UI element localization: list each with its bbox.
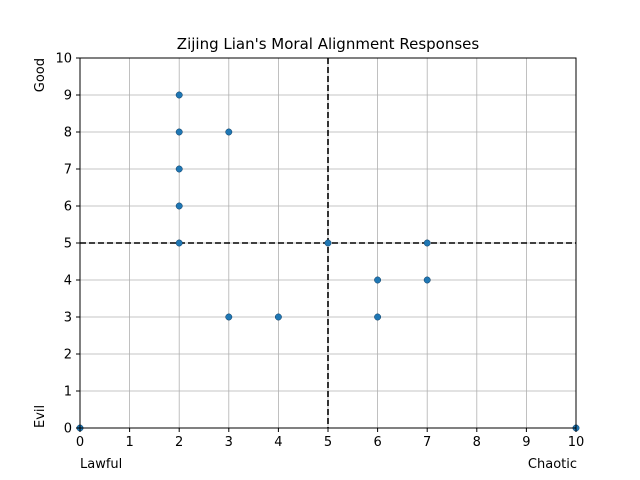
- data-point: [175, 239, 183, 247]
- y-tick-label: 10: [55, 52, 72, 67]
- x-tick-label: 4: [274, 435, 282, 450]
- x-tick-label: 9: [522, 435, 530, 450]
- data-point: [274, 313, 282, 321]
- data-point: [175, 202, 183, 210]
- y-label-evil: Evil: [33, 405, 48, 428]
- chart-title: Zijing Lian's Moral Alignment Responses: [177, 35, 480, 53]
- data-point: [374, 276, 382, 284]
- y-tick-label: 2: [64, 348, 72, 363]
- y-tick-label: 3: [64, 311, 72, 326]
- data-point: [175, 165, 183, 173]
- x-tick-label: 8: [473, 435, 481, 450]
- data-point: [423, 239, 431, 247]
- x-tick-label: 3: [225, 435, 233, 450]
- x-label-lawful: Lawful: [80, 457, 122, 472]
- y-tick-label: 4: [64, 274, 72, 289]
- y-tick-label: 1: [64, 385, 72, 400]
- y-tick-label: 5: [64, 237, 72, 252]
- data-point: [374, 313, 382, 321]
- data-point: [175, 91, 183, 99]
- x-tick-label: 7: [423, 435, 431, 450]
- data-point: [225, 128, 233, 136]
- x-tick-label: 10: [568, 435, 585, 450]
- y-label-good: Good: [33, 58, 48, 92]
- x-label-chaotic: Chaotic: [528, 457, 577, 472]
- data-point: [423, 276, 431, 284]
- data-point: [225, 313, 233, 321]
- y-tick-label: 6: [64, 200, 72, 215]
- x-tick-label: 6: [373, 435, 381, 450]
- x-tick-label: 5: [324, 435, 332, 450]
- data-points: [76, 91, 580, 432]
- y-tick-label: 7: [64, 163, 72, 178]
- x-tick-label: 0: [76, 435, 84, 450]
- data-point: [324, 239, 332, 247]
- x-tick-label: 1: [125, 435, 133, 450]
- y-tick-label: 0: [64, 422, 72, 437]
- data-point: [175, 128, 183, 136]
- y-tick-label: 8: [64, 126, 72, 141]
- axis-ticks: 0 1 2 3 4 5 6 7 8 9 10 0 1 2 3 4 5 6 7 8 9 10: [55, 52, 584, 451]
- y-tick-label: 9: [64, 89, 72, 104]
- x-tick-label: 2: [175, 435, 183, 450]
